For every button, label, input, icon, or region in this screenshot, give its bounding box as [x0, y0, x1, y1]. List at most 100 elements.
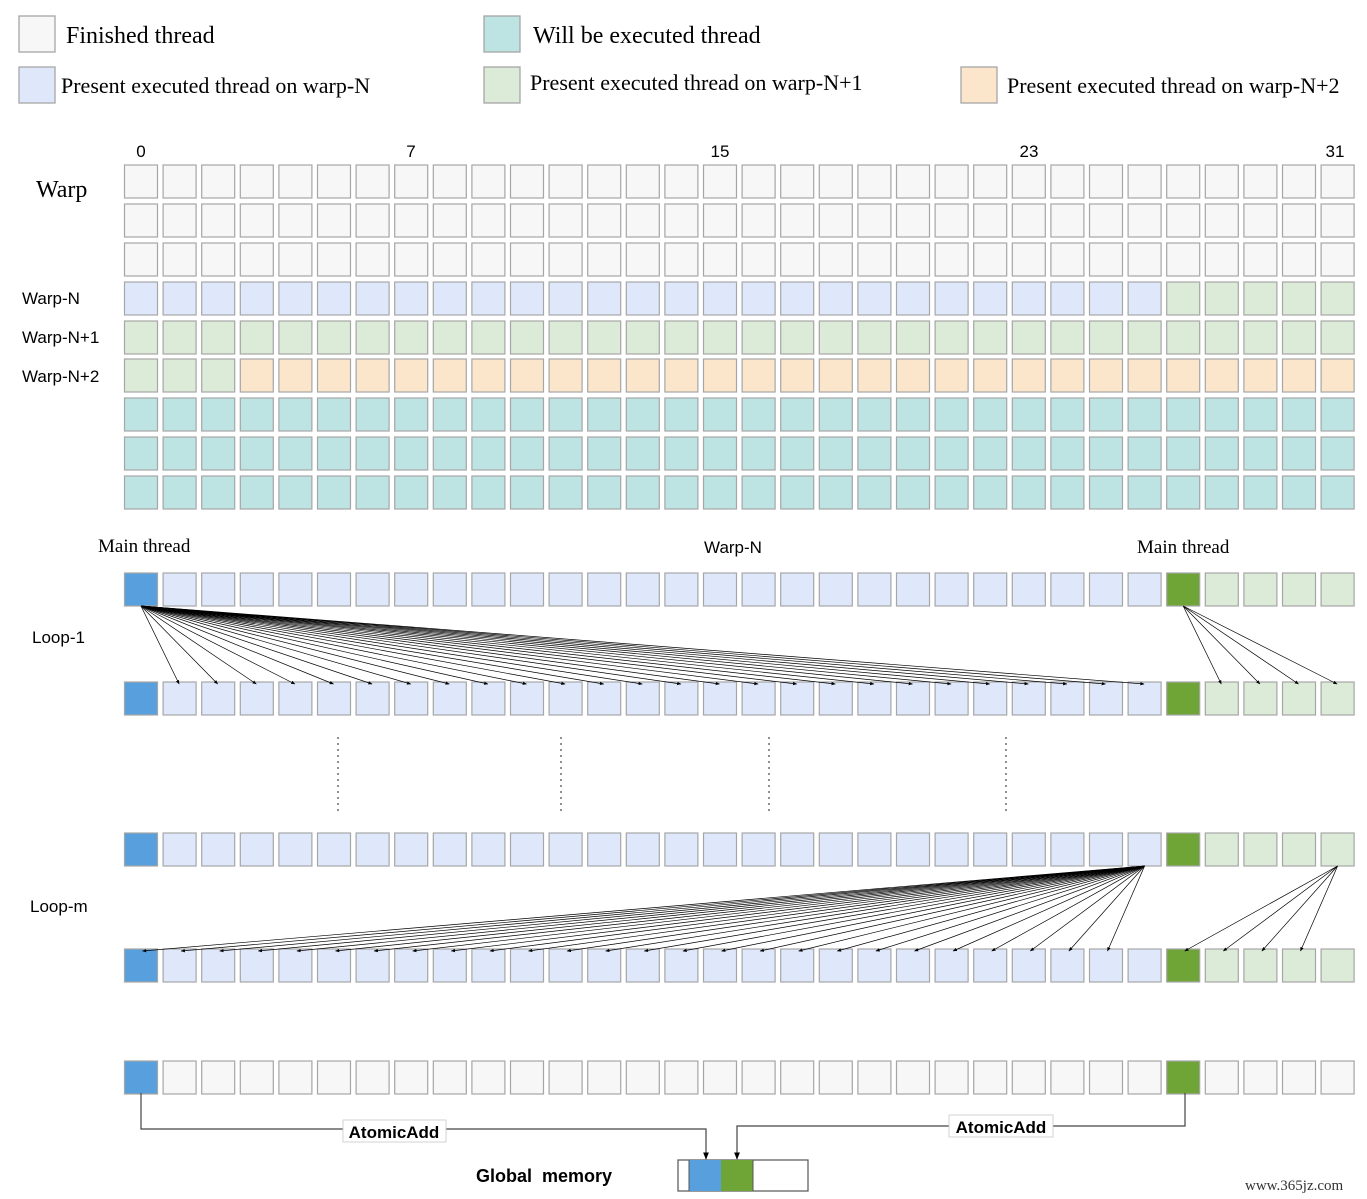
thread-cell: [162, 358, 197, 393]
thread-cell: [1088, 320, 1124, 355]
thread-cell: [1011, 572, 1046, 607]
warp-grid: [123, 164, 1355, 510]
thread-cell: [1011, 164, 1046, 199]
thread-cell: [432, 164, 467, 199]
thread-cell: [1243, 681, 1278, 716]
thread-cell: [973, 572, 1008, 607]
thread-cell: [664, 164, 699, 199]
atomic-add-right-label: AtomicAdd: [956, 1118, 1047, 1137]
thread-cell: [509, 164, 545, 199]
broadcast-arrow: [759, 865, 1145, 952]
thread-cell: [316, 164, 352, 199]
thread-cell: [973, 475, 1008, 510]
thread-cell: [471, 242, 506, 277]
thread-cell: [780, 397, 815, 432]
thread-cell: [1011, 948, 1046, 983]
thread-cell: [432, 1060, 467, 1095]
thread-cell: [239, 242, 274, 277]
thread-cell: [934, 203, 969, 238]
thread-cell: [1243, 475, 1278, 510]
thread-cell: [1166, 397, 1201, 432]
thread-cell: [702, 948, 738, 983]
atomic-add-left-background: [342, 1119, 447, 1143]
thread-cell: [780, 681, 815, 716]
thread-cell: [471, 681, 506, 716]
thread-cell: [857, 203, 892, 238]
thread-cell: [1204, 242, 1239, 277]
thread-cell: [1204, 397, 1239, 432]
thread-cell: [394, 681, 429, 716]
broadcast-arrow: [1222, 865, 1338, 952]
thread-cell: [162, 436, 197, 471]
thread-cell: [934, 397, 969, 432]
thread-cell: [278, 203, 313, 238]
thread-cell: [278, 1060, 313, 1095]
thread-index-labels: 0 7 15 23 31: [136, 142, 1344, 161]
thread-cell: [201, 832, 236, 867]
thread-cell: [625, 397, 660, 432]
thread-cell: [1088, 832, 1124, 867]
thread-cell: [818, 832, 853, 867]
thread-cell: [1050, 832, 1085, 867]
loop-m-label: Loop-m: [30, 897, 88, 916]
broadcast-arrow: [140, 605, 180, 685]
thread-cell: [316, 242, 352, 277]
thread-cell: [316, 681, 352, 716]
broadcast-arrow: [1107, 865, 1145, 952]
thread-cell: [162, 572, 197, 607]
thread-cell: [162, 242, 197, 277]
thread-cell: [664, 572, 699, 607]
thread-cell: [1166, 203, 1201, 238]
thread-cell: [1281, 948, 1317, 983]
thread-cell: [1088, 948, 1124, 983]
thread-cell: [702, 320, 738, 355]
thread-cell: [702, 164, 738, 199]
thread-cell: [664, 948, 699, 983]
thread-cell: [123, 242, 159, 277]
atomic-add-right-box: AtomicAdd: [948, 1114, 1054, 1138]
thread-cell: [432, 948, 467, 983]
legend-item-finished: Finished thread: [18, 15, 215, 53]
thread-cell: [278, 436, 313, 471]
thread-cell: [432, 397, 467, 432]
thread-cell: [1050, 358, 1085, 393]
thread-cell: [895, 242, 931, 277]
legend-swatch-warp-n2: [960, 66, 998, 104]
thread-cell: [973, 320, 1008, 355]
broadcast-arrow: [180, 865, 1145, 953]
thread-cell: [123, 436, 159, 471]
thread-cell: [780, 164, 815, 199]
broadcast-arrow: [140, 605, 643, 686]
thread-cell: [625, 475, 660, 510]
thread-cell: [895, 475, 931, 510]
thread-cell: [702, 572, 738, 607]
broadcast-arrow: [605, 865, 1145, 953]
thread-cell: [432, 681, 467, 716]
thread-cell: [432, 832, 467, 867]
thread-cell: [201, 948, 236, 983]
broadcast-arrow: [1261, 865, 1338, 952]
main-thread-cell: [1166, 1060, 1201, 1095]
thread-cell: [1050, 397, 1085, 432]
thread-index-23: 23: [1020, 142, 1039, 161]
thread-cell: [548, 281, 583, 316]
thread-cell: [895, 320, 931, 355]
thread-cell: [1088, 164, 1124, 199]
thread-cell: [548, 572, 583, 607]
thread-cell: [394, 572, 429, 607]
broadcast-arrow: [450, 865, 1145, 953]
broadcast-arrow: [140, 605, 875, 686]
thread-cell: [587, 1060, 622, 1095]
thread-cell: [741, 164, 776, 199]
broadcast-arrow: [140, 605, 334, 685]
broadcast-arrow: [335, 865, 1145, 953]
thread-cell: [278, 397, 313, 432]
thread-cell: [973, 358, 1008, 393]
thread-cell: [1166, 281, 1201, 316]
thread-cell: [857, 475, 892, 510]
thread-cell: [278, 681, 313, 716]
watermark: www.365jz.com: [1245, 1178, 1344, 1194]
broadcast-arrow: [140, 605, 798, 686]
thread-cell: [355, 242, 390, 277]
thread-cell: [1281, 164, 1317, 199]
